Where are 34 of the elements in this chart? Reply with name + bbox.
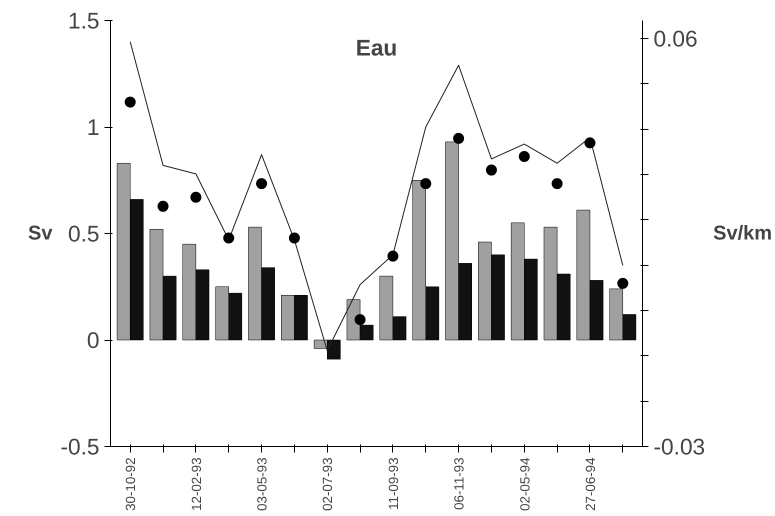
point bbox=[518, 150, 530, 162]
point bbox=[190, 192, 202, 203]
point bbox=[256, 178, 268, 190]
point bbox=[387, 250, 398, 262]
y-tick-label: -0.5 bbox=[60, 434, 100, 460]
y-axis-title: Sv bbox=[28, 222, 54, 244]
y-tick-label: 0 bbox=[86, 327, 100, 353]
y2-axis-title: Sv/km bbox=[713, 222, 772, 244]
x-tick-label: 06-11-93 bbox=[452, 457, 467, 510]
point bbox=[223, 232, 234, 244]
x-tick-label: 03-05-93 bbox=[254, 457, 270, 511]
x-tick-label: 11-09-93 bbox=[386, 457, 401, 510]
point bbox=[420, 178, 432, 190]
point bbox=[453, 132, 464, 144]
point bbox=[124, 96, 136, 108]
line-series bbox=[130, 41, 624, 352]
point bbox=[552, 178, 563, 190]
y-tick-label: 0.5 bbox=[68, 220, 100, 246]
x-tick-label: 02-07-93 bbox=[320, 457, 336, 511]
point bbox=[617, 278, 628, 289]
point bbox=[288, 232, 300, 244]
y-tick-label: 1.5 bbox=[68, 8, 100, 34]
y2-tick-label: 0.06 bbox=[654, 26, 698, 52]
x-tick-label: 12-02-93 bbox=[188, 457, 204, 511]
text: Eau bbox=[356, 34, 398, 60]
x-tick-label: 30-10-92 bbox=[123, 457, 138, 511]
y-tick-label: 1 bbox=[86, 114, 100, 140]
point bbox=[158, 200, 169, 212]
point bbox=[486, 164, 497, 176]
y2-tick-label: -0.03 bbox=[654, 434, 706, 460]
x-tick-label: 27-06-94 bbox=[582, 456, 598, 511]
point bbox=[584, 137, 596, 148]
x-tick-label: 02-05-94 bbox=[517, 456, 532, 511]
point bbox=[354, 314, 366, 326]
